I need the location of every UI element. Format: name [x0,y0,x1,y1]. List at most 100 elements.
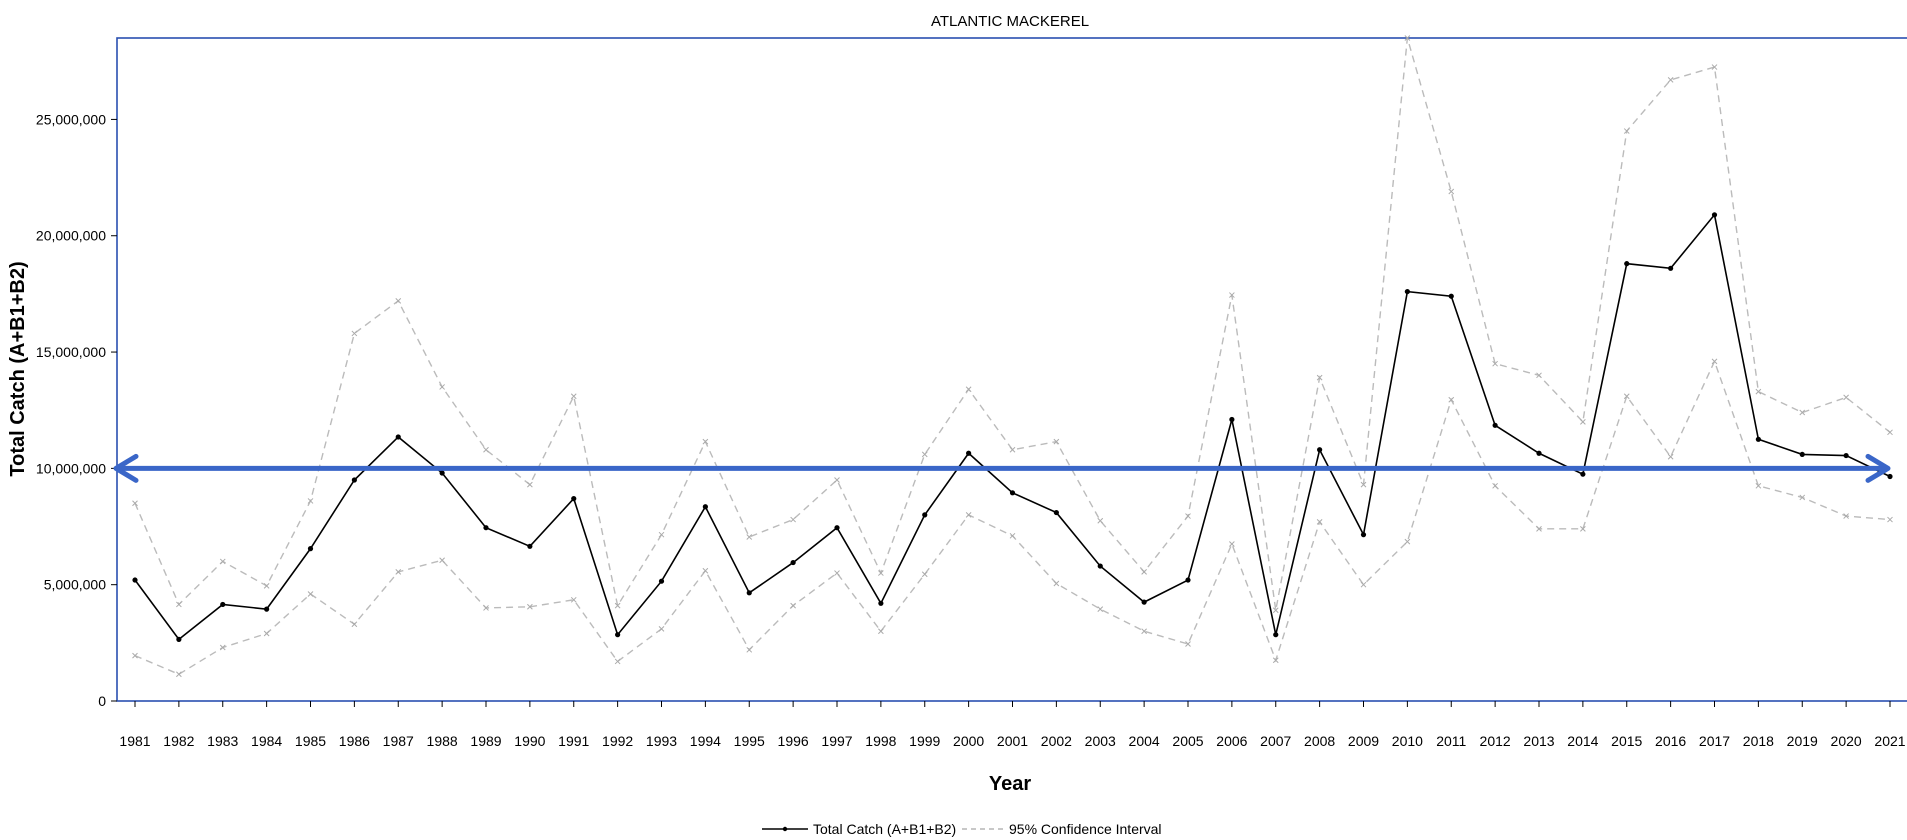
ci-upper-point [746,534,753,540]
x-tick-label: 1988 [427,733,458,749]
ci-upper-point [965,386,972,393]
total-catch-point [1492,422,1498,428]
x-tick-label: 1986 [339,733,370,749]
total-catch-point [966,450,972,456]
ci-upper-point [439,384,445,390]
ci-upper-point [790,516,796,523]
ci-lower-point [132,652,138,659]
x-tick-label: 2011 [1436,733,1466,749]
y-axis: 0 5,000,000 10,000,000 15,000,000 20,000,000… [36,111,117,709]
x-tick-label: 2017 [1699,733,1730,749]
total-catch-point [790,559,796,566]
ci-lower-point [790,602,796,609]
total-catch-point [702,504,708,510]
ci-lower-point [921,571,928,578]
ci-lower-point [965,512,972,518]
x-tick-label: 2014 [1567,733,1598,749]
ci-upper-point [614,602,621,609]
ci-lower-point [1185,641,1191,647]
x-tick-label: 2016 [1655,733,1686,749]
total-catch-point [1624,261,1630,267]
ci-upper-point [1185,513,1191,519]
ci-lower-point [1053,580,1060,587]
ci-lower-point [1229,541,1235,547]
x-tick-label: 2002 [1041,733,1072,749]
reference-arrow-left [113,453,139,483]
y-tick-label: 20,000,000 [36,228,106,244]
x-tick-label: 2005 [1172,733,1203,749]
total-catch-point [1185,577,1191,583]
x-tick-label: 2003 [1085,733,1116,749]
ci-lower-point [219,644,226,651]
total-catch-point [1141,599,1147,605]
total-catch-point [307,546,314,552]
x-axis: 1981 1982 1983 1984 1985 1986 1987 1988 1989 1990… [119,701,1906,749]
total-catch-point [1360,532,1367,538]
ci-lower-point [1272,657,1279,664]
x-tick-label: 1985 [295,733,326,749]
x-tick-label: 1993 [646,733,677,749]
total-catch-point [1097,563,1103,569]
x-tick-label: 2021 [1874,733,1905,749]
total-catch-point [1887,473,1893,480]
ci-upper-point [1229,292,1235,298]
ci-upper-point [1711,64,1718,70]
ci-lower-point [439,557,445,564]
total-catch-point [1273,632,1279,638]
ci-upper-point [1799,409,1806,416]
total-catch-point [1053,509,1059,516]
legend-total-catch-marker [782,826,788,832]
x-tick-label: 1997 [821,733,852,749]
ci-lower-point [1009,532,1016,539]
reference-line [113,453,1891,483]
x-tick-label: 2001 [997,733,1028,749]
total-catch-point [351,477,357,483]
x-tick-label: 1995 [734,733,765,749]
x-tick-label: 1982 [163,733,194,749]
total-catch-line [134,212,1891,641]
ci-upper-point [1667,77,1674,83]
ci-lower-point [570,596,577,603]
total-catch-point [1448,293,1454,299]
total-catch-point [1536,450,1542,456]
ci-upper-point [351,330,358,337]
total-catch-point [439,470,445,476]
x-tick-label: 2010 [1392,733,1423,749]
ci-upper-point [1097,517,1104,524]
ci-lower-point [527,603,533,610]
x-tick-label: 1991 [558,733,589,749]
ci-lower-point [1097,606,1104,612]
ci-lower-point [1755,482,1762,489]
ci-lower-point [351,621,358,628]
ci-lower-point [1360,581,1367,588]
ci-upper-point [1623,128,1630,134]
ci-upper-point [1316,374,1323,381]
total-catch-point [132,577,138,583]
ci-lower-line [134,359,1891,676]
total-catch-point [1711,212,1718,218]
x-axis-label: Year [989,773,1031,795]
x-tick-label: 2013 [1523,733,1554,749]
x-tick-label: 1989 [470,733,501,749]
total-catch-point [395,434,401,440]
total-catch-point [746,590,752,596]
ci-lower-point [1667,453,1674,460]
y-tick-label: 15,000,000 [36,344,106,360]
confidence-interval-lines [132,35,1893,678]
ci-upper-point [263,582,270,589]
ci-lower-point [1623,393,1630,400]
reference-arrow-right [1865,453,1891,483]
total-catch-point [1404,288,1410,295]
total-catch-point [615,632,621,638]
ci-upper-point [1492,360,1498,367]
ci-upper-point [658,531,665,538]
total-catch-point [220,601,226,608]
ci-upper-point [1536,372,1542,379]
ci-upper-point [1887,429,1893,436]
total-catch-point [571,496,577,502]
legend: Total Catch (A+B1+B2) 95% Confidence Int… [762,821,1162,837]
chart-title: ATLANTIC MACKEREL [931,13,1089,30]
ci-upper-point [307,498,314,504]
ci-upper-point [1755,388,1762,395]
x-tick-label: 1987 [383,733,414,749]
